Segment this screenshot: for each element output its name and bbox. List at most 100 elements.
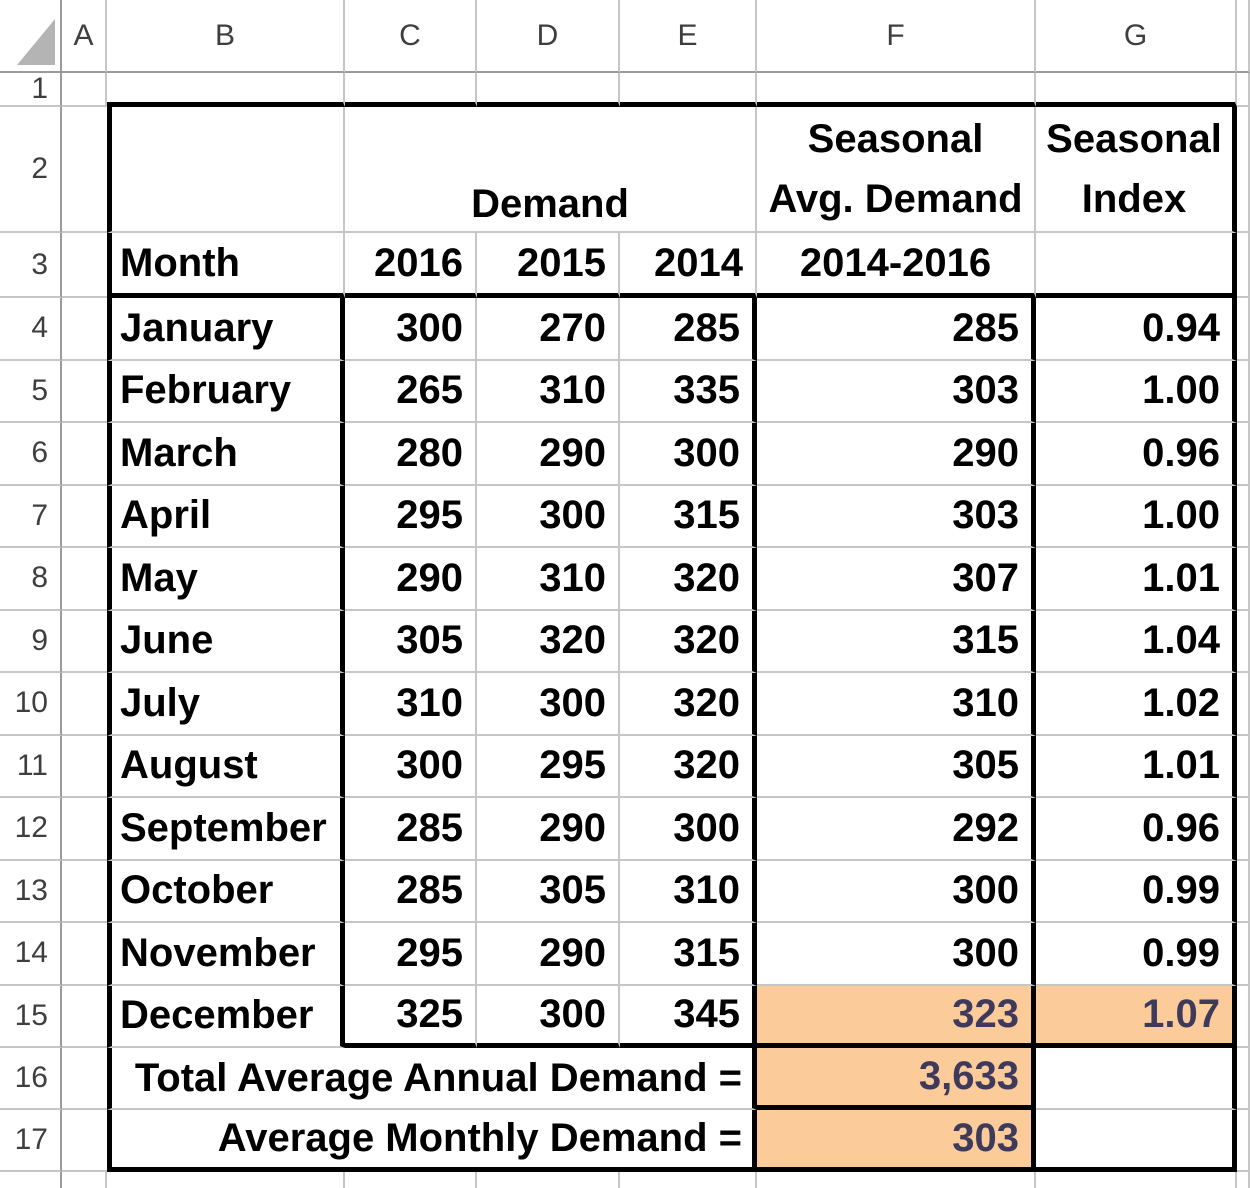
row-header-7[interactable]: 7 — [0, 485, 62, 548]
cell-demand2014-e13[interactable]: 310 — [620, 860, 757, 923]
column-header-g[interactable]: G — [1036, 0, 1237, 73]
cell-demand2016-c12[interactable]: 285 — [345, 798, 477, 861]
cell-month-b6[interactable]: March — [107, 423, 345, 486]
cell-demand2015-d6[interactable]: 290 — [477, 423, 620, 486]
cell-demand2014-e6[interactable]: 300 — [620, 423, 757, 486]
cell-c1[interactable] — [345, 73, 477, 107]
cell-seasonal-avg-f8[interactable]: 307 — [757, 548, 1036, 611]
cell-demand2016-c14[interactable]: 295 — [345, 923, 477, 986]
cell-demand2016-c6[interactable]: 280 — [345, 423, 477, 486]
cell-demand2015-d10[interactable]: 300 — [477, 673, 620, 736]
cell-a1[interactable] — [62, 73, 107, 107]
column-header-d[interactable]: D — [477, 0, 620, 73]
cell-b2[interactable] — [107, 107, 345, 233]
cell-demand2014-e10[interactable]: 320 — [620, 673, 757, 736]
cell-total-annual-label[interactable]: Total Average Annual Demand = — [107, 1048, 757, 1110]
cell-a2[interactable] — [62, 107, 107, 233]
cell-seasonal-index-g8[interactable]: 1.01 — [1036, 548, 1237, 611]
cell-seasonal-avg-f6[interactable]: 290 — [757, 423, 1036, 486]
cell-seasonal-avg-f5[interactable]: 303 — [757, 360, 1036, 423]
cell-seasonal-index-g11[interactable]: 1.01 — [1036, 735, 1237, 798]
cell-a8[interactable] — [62, 548, 107, 611]
cell-demand2016-c8[interactable]: 290 — [345, 548, 477, 611]
cell-demand2016-c7[interactable]: 295 — [345, 485, 477, 548]
cell-demand2016-c10[interactable]: 310 — [345, 673, 477, 736]
column-header-f[interactable]: F — [757, 0, 1036, 73]
row-header-12[interactable]: 12 — [0, 798, 62, 861]
cell-seasonal-avg-f15[interactable]: 323 — [757, 985, 1036, 1048]
cell-a10[interactable] — [62, 673, 107, 736]
cell-demand2016-c5[interactable]: 265 — [345, 360, 477, 423]
cell-demand2015-d4[interactable]: 270 — [477, 298, 620, 361]
cell-seasonal-avg-f11[interactable]: 305 — [757, 735, 1036, 798]
cell-month-b11[interactable]: August — [107, 735, 345, 798]
cell-a3[interactable] — [62, 233, 107, 298]
cell-seasonal-index-g4[interactable]: 0.94 — [1036, 298, 1237, 361]
cell-g3[interactable] — [1036, 233, 1237, 298]
cell-seasonal-avg-header[interactable]: Seasonal Avg. Demand — [757, 107, 1036, 233]
cell-demand2015-d7[interactable]: 300 — [477, 485, 620, 548]
cell-monthly-avg-value[interactable]: 303 — [757, 1110, 1036, 1172]
cell-avg-period-header[interactable]: 2014-2016 — [757, 233, 1036, 298]
row-header-4[interactable]: 4 — [0, 298, 62, 361]
cell-demand2015-d9[interactable]: 320 — [477, 610, 620, 673]
cell-a13[interactable] — [62, 860, 107, 923]
cell-g17[interactable] — [1036, 1110, 1237, 1172]
cell-seasonal-index-g5[interactable]: 1.00 — [1036, 360, 1237, 423]
row-header-13[interactable]: 13 — [0, 860, 62, 923]
row-header-3[interactable]: 3 — [0, 233, 62, 298]
cell-demand2015-d13[interactable]: 305 — [477, 860, 620, 923]
cell-month-b9[interactable]: June — [107, 610, 345, 673]
cell-demand2015-d11[interactable]: 295 — [477, 735, 620, 798]
cell-a17[interactable] — [62, 1110, 107, 1172]
row-header-16[interactable]: 16 — [0, 1048, 62, 1110]
column-header-a[interactable]: A — [62, 0, 107, 73]
cell-seasonal-avg-f4[interactable]: 285 — [757, 298, 1036, 361]
cell-month-b14[interactable]: November — [107, 923, 345, 986]
row-header-11[interactable]: 11 — [0, 735, 62, 798]
cell-seasonal-index-header[interactable]: Seasonal Index — [1036, 107, 1237, 233]
column-header-c[interactable]: C — [345, 0, 477, 73]
cell-a6[interactable] — [62, 423, 107, 486]
cell-month-header[interactable]: Month — [107, 233, 345, 298]
cell-a16[interactable] — [62, 1048, 107, 1110]
cell-demand2014-e4[interactable]: 285 — [620, 298, 757, 361]
cell-d1[interactable] — [477, 73, 620, 107]
row-header-10[interactable]: 10 — [0, 673, 62, 736]
cell-month-b13[interactable]: October — [107, 860, 345, 923]
cell-a7[interactable] — [62, 485, 107, 548]
cell-seasonal-index-g9[interactable]: 1.04 — [1036, 610, 1237, 673]
cell-a11[interactable] — [62, 735, 107, 798]
row-header-5[interactable]: 5 — [0, 360, 62, 423]
cell-seasonal-avg-f12[interactable]: 292 — [757, 798, 1036, 861]
cell-demand-header[interactable]: Demand — [345, 107, 757, 233]
cell-total-annual-value[interactable]: 3,633 — [757, 1048, 1036, 1110]
cell-demand2015-d15[interactable]: 300 — [477, 985, 620, 1048]
cell-a12[interactable] — [62, 798, 107, 861]
cell-year-header-2015[interactable]: 2015 — [477, 233, 620, 298]
cell-year-header-2014[interactable]: 2014 — [620, 233, 757, 298]
cell-demand2016-c4[interactable]: 300 — [345, 298, 477, 361]
cell-a14[interactable] — [62, 923, 107, 986]
cell-month-b5[interactable]: February — [107, 360, 345, 423]
cell-demand2015-d5[interactable]: 310 — [477, 360, 620, 423]
cell-seasonal-avg-f13[interactable]: 300 — [757, 860, 1036, 923]
row-header-15[interactable]: 15 — [0, 985, 62, 1048]
cell-year-header-2016[interactable]: 2016 — [345, 233, 477, 298]
select-all-corner[interactable] — [0, 0, 62, 73]
cell-demand2016-c11[interactable]: 300 — [345, 735, 477, 798]
cell-seasonal-index-g14[interactable]: 0.99 — [1036, 923, 1237, 986]
cell-demand2015-d12[interactable]: 290 — [477, 798, 620, 861]
row-header-17[interactable]: 17 — [0, 1110, 62, 1172]
cell-seasonal-index-g15[interactable]: 1.07 — [1036, 985, 1237, 1048]
cell-b1[interactable] — [107, 73, 345, 107]
cell-e1[interactable] — [620, 73, 757, 107]
cell-demand2014-e14[interactable]: 315 — [620, 923, 757, 986]
cell-demand2016-c15[interactable]: 325 — [345, 985, 477, 1048]
cell-demand2014-e11[interactable]: 320 — [620, 735, 757, 798]
cell-seasonal-index-g6[interactable]: 0.96 — [1036, 423, 1237, 486]
cell-seasonal-avg-f7[interactable]: 303 — [757, 485, 1036, 548]
cell-seasonal-avg-f9[interactable]: 315 — [757, 610, 1036, 673]
cell-seasonal-index-g7[interactable]: 1.00 — [1036, 485, 1237, 548]
row-header-6[interactable]: 6 — [0, 423, 62, 486]
